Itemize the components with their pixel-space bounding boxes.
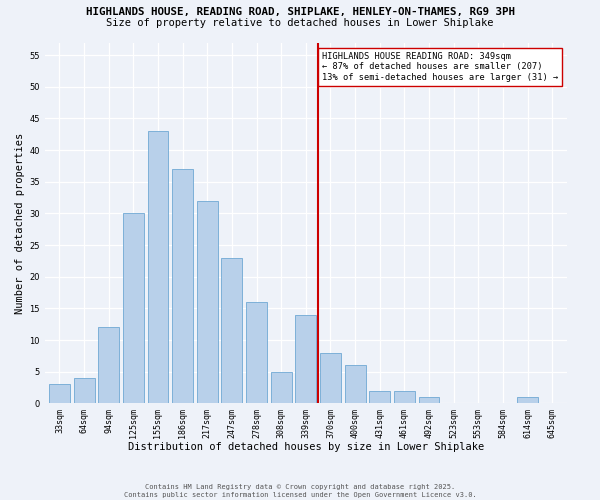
Bar <box>246 302 267 404</box>
Bar <box>98 328 119 404</box>
Text: Contains HM Land Registry data © Crown copyright and database right 2025.
Contai: Contains HM Land Registry data © Crown c… <box>124 484 476 498</box>
X-axis label: Distribution of detached houses by size in Lower Shiplake: Distribution of detached houses by size … <box>128 442 484 452</box>
Bar <box>74 378 95 404</box>
Text: HIGHLANDS HOUSE, READING ROAD, SHIPLAKE, HENLEY-ON-THAMES, RG9 3PH: HIGHLANDS HOUSE, READING ROAD, SHIPLAKE,… <box>86 8 515 18</box>
Text: HIGHLANDS HOUSE READING ROAD: 349sqm
← 87% of detached houses are smaller (207)
: HIGHLANDS HOUSE READING ROAD: 349sqm ← 8… <box>322 52 558 82</box>
Bar <box>271 372 292 404</box>
Bar <box>123 214 144 404</box>
Bar <box>517 397 538 404</box>
Bar <box>221 258 242 404</box>
Bar <box>419 397 439 404</box>
Bar <box>295 315 316 404</box>
Bar <box>320 353 341 404</box>
Bar <box>197 201 218 404</box>
Bar <box>369 391 390 404</box>
Bar <box>49 384 70 404</box>
Text: Size of property relative to detached houses in Lower Shiplake: Size of property relative to detached ho… <box>106 18 494 28</box>
Bar <box>172 169 193 404</box>
Bar <box>344 366 365 404</box>
Bar <box>394 391 415 404</box>
Bar <box>148 131 169 404</box>
Y-axis label: Number of detached properties: Number of detached properties <box>15 132 25 314</box>
